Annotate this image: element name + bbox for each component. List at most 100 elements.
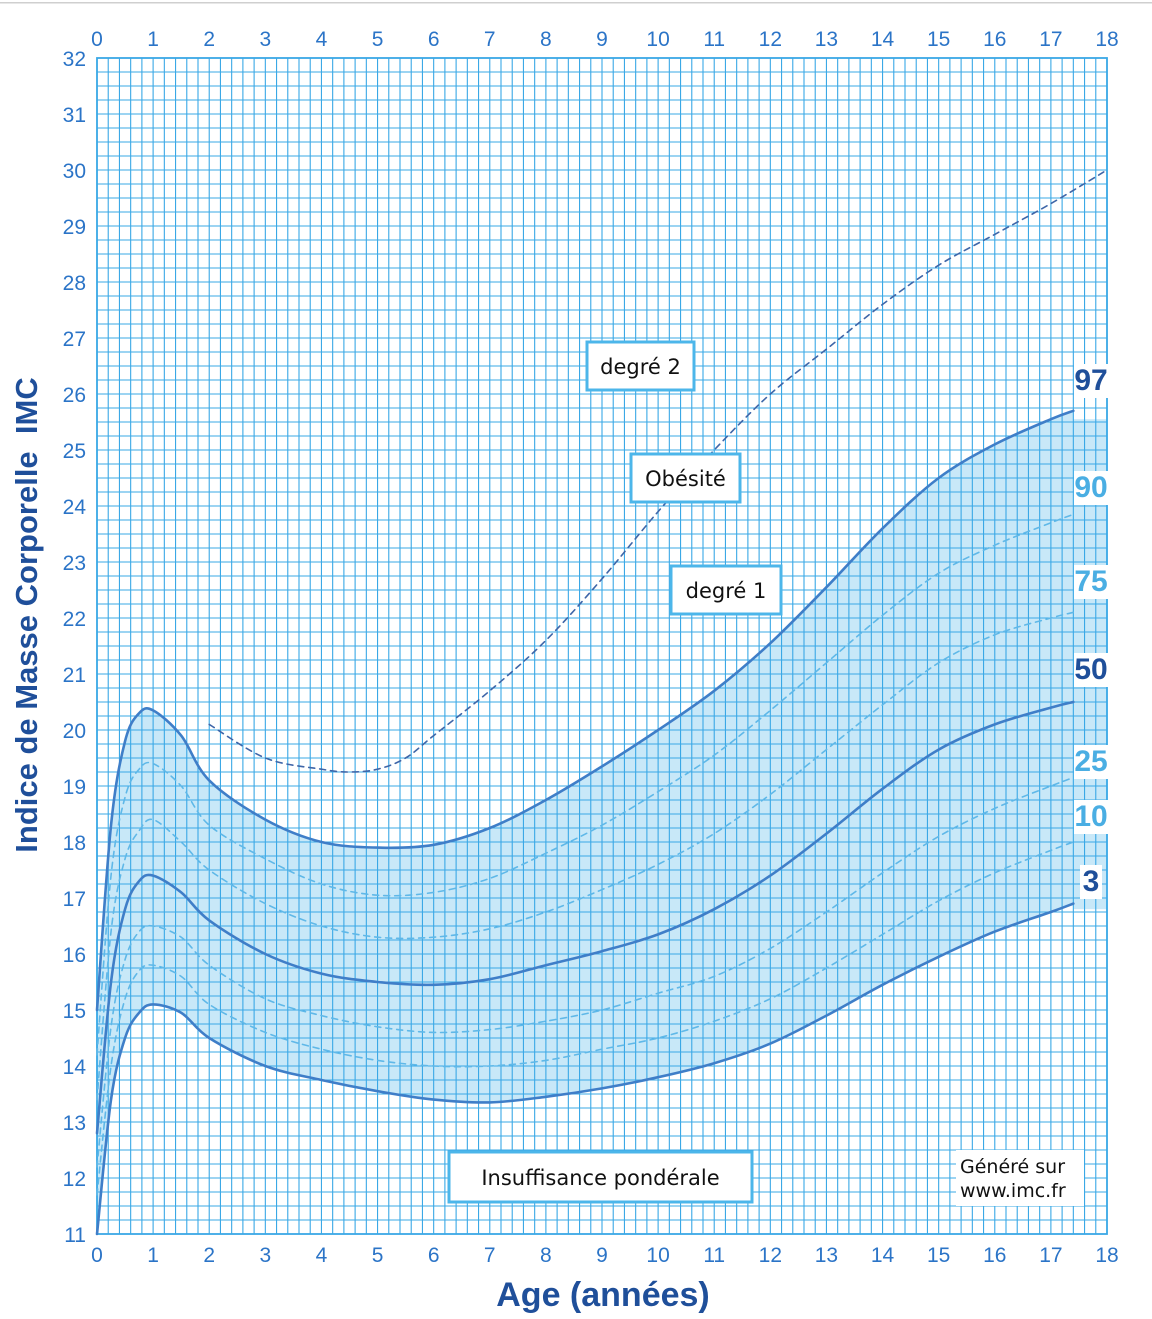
x-tick-label-top: 12 xyxy=(759,28,782,51)
percentile-label-bg xyxy=(1074,565,1108,599)
y-tick-label: 15 xyxy=(63,1000,86,1023)
x-tick-label-top: 17 xyxy=(1039,28,1062,51)
x-tick-label-top: 9 xyxy=(596,28,608,51)
y-tick-label: 32 xyxy=(63,48,86,71)
credit-line-2: www.imc.fr xyxy=(960,1180,1066,1202)
x-tick-label-bottom: 2 xyxy=(203,1244,215,1267)
y-tick-label: 14 xyxy=(63,1056,87,1079)
x-tick-label-top: 16 xyxy=(983,28,1006,51)
y-tick-label: 12 xyxy=(63,1168,86,1191)
x-tick-label-bottom: 10 xyxy=(646,1244,669,1267)
percentile-label-97: 97 xyxy=(1074,364,1107,397)
percentile-label-bg xyxy=(1074,745,1108,779)
series-line-3 xyxy=(95,902,1075,1236)
y-tick-label: 31 xyxy=(63,104,86,127)
y-tick-label: 21 xyxy=(63,664,86,687)
y-tick-label: 22 xyxy=(63,608,86,631)
percentile-label-50: 50 xyxy=(1074,653,1107,686)
series-line-50 xyxy=(95,700,1075,1135)
percentile-label-25: 25 xyxy=(1074,745,1107,778)
x-axis-bottom-ticks: 0 1 2 3 4 5 6 7 8 9 10 11 12 13 14 15 16 17 18 xyxy=(91,1244,1119,1267)
series-line-10 xyxy=(96,841,1075,1196)
x-tick-label-top: 18 xyxy=(1095,28,1118,51)
x-tick-label-top: 4 xyxy=(316,28,328,51)
x-tick-label-top: 3 xyxy=(259,28,271,51)
x-tick-label-top: 13 xyxy=(815,28,838,51)
y-tick-label: 24 xyxy=(63,496,87,519)
credit-bg xyxy=(956,1150,1084,1206)
percentile-labels: 3 10 25 50 75 90 97 xyxy=(1074,364,1108,899)
x-tick-label-bottom: 13 xyxy=(815,1244,838,1267)
y-tick-label: 29 xyxy=(63,216,86,239)
x-tick-label-bottom: 3 xyxy=(259,1244,271,1267)
y-tick-label: 16 xyxy=(63,944,86,967)
y-tick-label: 17 xyxy=(63,888,86,911)
x-tick-label-top: 14 xyxy=(871,28,895,51)
series-line-97 xyxy=(95,409,1075,1012)
series-line-25 xyxy=(96,776,1075,1168)
annotation-box xyxy=(669,564,783,616)
y-tick-label: 30 xyxy=(63,160,86,183)
y-tick-label: 13 xyxy=(63,1112,86,1135)
x-tick-label-bottom: 0 xyxy=(91,1244,103,1267)
x-tick-label-top: 2 xyxy=(203,28,215,51)
annotation-label: degré 1 xyxy=(686,579,767,603)
x-tick-label-bottom: 12 xyxy=(759,1244,782,1267)
credit-line-1: Généré sur xyxy=(960,1156,1065,1178)
y-tick-label: 19 xyxy=(63,776,86,799)
x-tick-label-bottom: 7 xyxy=(484,1244,496,1267)
annotation-box xyxy=(585,340,696,392)
annotation-label: Obésité xyxy=(645,467,726,491)
x-tick-label-bottom: 9 xyxy=(596,1244,608,1267)
x-tick-label-bottom: 5 xyxy=(372,1244,384,1267)
annotation-label: Insuffisance pondérale xyxy=(481,1166,719,1190)
y-tick-label: 20 xyxy=(63,720,86,743)
y-tick-label: 11 xyxy=(64,1224,86,1247)
percentile-curves xyxy=(95,169,1108,1236)
x-tick-label-bottom: 11 xyxy=(703,1244,725,1267)
series-line-ob-sit-degr-2 xyxy=(208,169,1108,773)
x-tick-label-top: 8 xyxy=(540,28,552,51)
chart-grid xyxy=(96,57,1108,1235)
annotation-box xyxy=(629,452,742,504)
plot-frame xyxy=(96,57,1108,1235)
x-tick-label-top: 6 xyxy=(428,28,440,51)
annotation-box xyxy=(447,1150,754,1204)
y-axis-title: Indice de Masse Corporelle IMC xyxy=(9,377,44,852)
percentile-label-bg xyxy=(1074,471,1108,505)
percentile-label-bg xyxy=(1074,653,1108,687)
y-tick-label: 18 xyxy=(63,832,86,855)
x-tick-label-bottom: 15 xyxy=(927,1244,950,1267)
x-tick-label-bottom: 6 xyxy=(428,1244,440,1267)
x-tick-label-top: 10 xyxy=(646,28,669,51)
x-tick-label-top: 15 xyxy=(927,28,950,51)
y-tick-label: 27 xyxy=(63,328,86,351)
y-tick-label: 23 xyxy=(63,552,86,575)
top-border-line xyxy=(0,2,1152,4)
percentile-label-bg xyxy=(1080,865,1102,899)
series-line-75 xyxy=(96,611,1075,1101)
x-tick-label-bottom: 14 xyxy=(871,1244,895,1267)
x-axis-title: Age (années) xyxy=(496,1276,710,1314)
percentile-label-90: 90 xyxy=(1074,471,1107,504)
percentile-label-bg xyxy=(1074,364,1108,398)
x-tick-label-top: 0 xyxy=(91,28,103,51)
x-tick-label-bottom: 1 xyxy=(147,1244,159,1267)
region-annotations: degré 2 Obésité degré 1 Insuffisance pondér… xyxy=(447,340,783,1204)
y-tick-label: 26 xyxy=(63,384,86,407)
x-tick-label-bottom: 17 xyxy=(1039,1244,1062,1267)
x-tick-label-top: 1 xyxy=(147,28,159,51)
percentile-label-bg xyxy=(1074,800,1108,834)
shaded-band-area xyxy=(97,410,1074,1234)
x-tick-label-top: 5 xyxy=(372,28,384,51)
x-tick-label-bottom: 4 xyxy=(316,1244,328,1267)
x-tick-label-bottom: 16 xyxy=(983,1244,1006,1267)
percentile-label-10: 10 xyxy=(1074,800,1107,833)
y-tick-label: 25 xyxy=(63,440,86,463)
x-tick-label-bottom: 8 xyxy=(540,1244,552,1267)
x-tick-label-top: 7 xyxy=(484,28,496,51)
x-axis-top-ticks: 0 1 2 3 4 5 6 7 8 9 10 11 12 13 14 15 16 17 18 xyxy=(91,28,1119,51)
percentile-label-3: 3 xyxy=(1083,865,1100,898)
